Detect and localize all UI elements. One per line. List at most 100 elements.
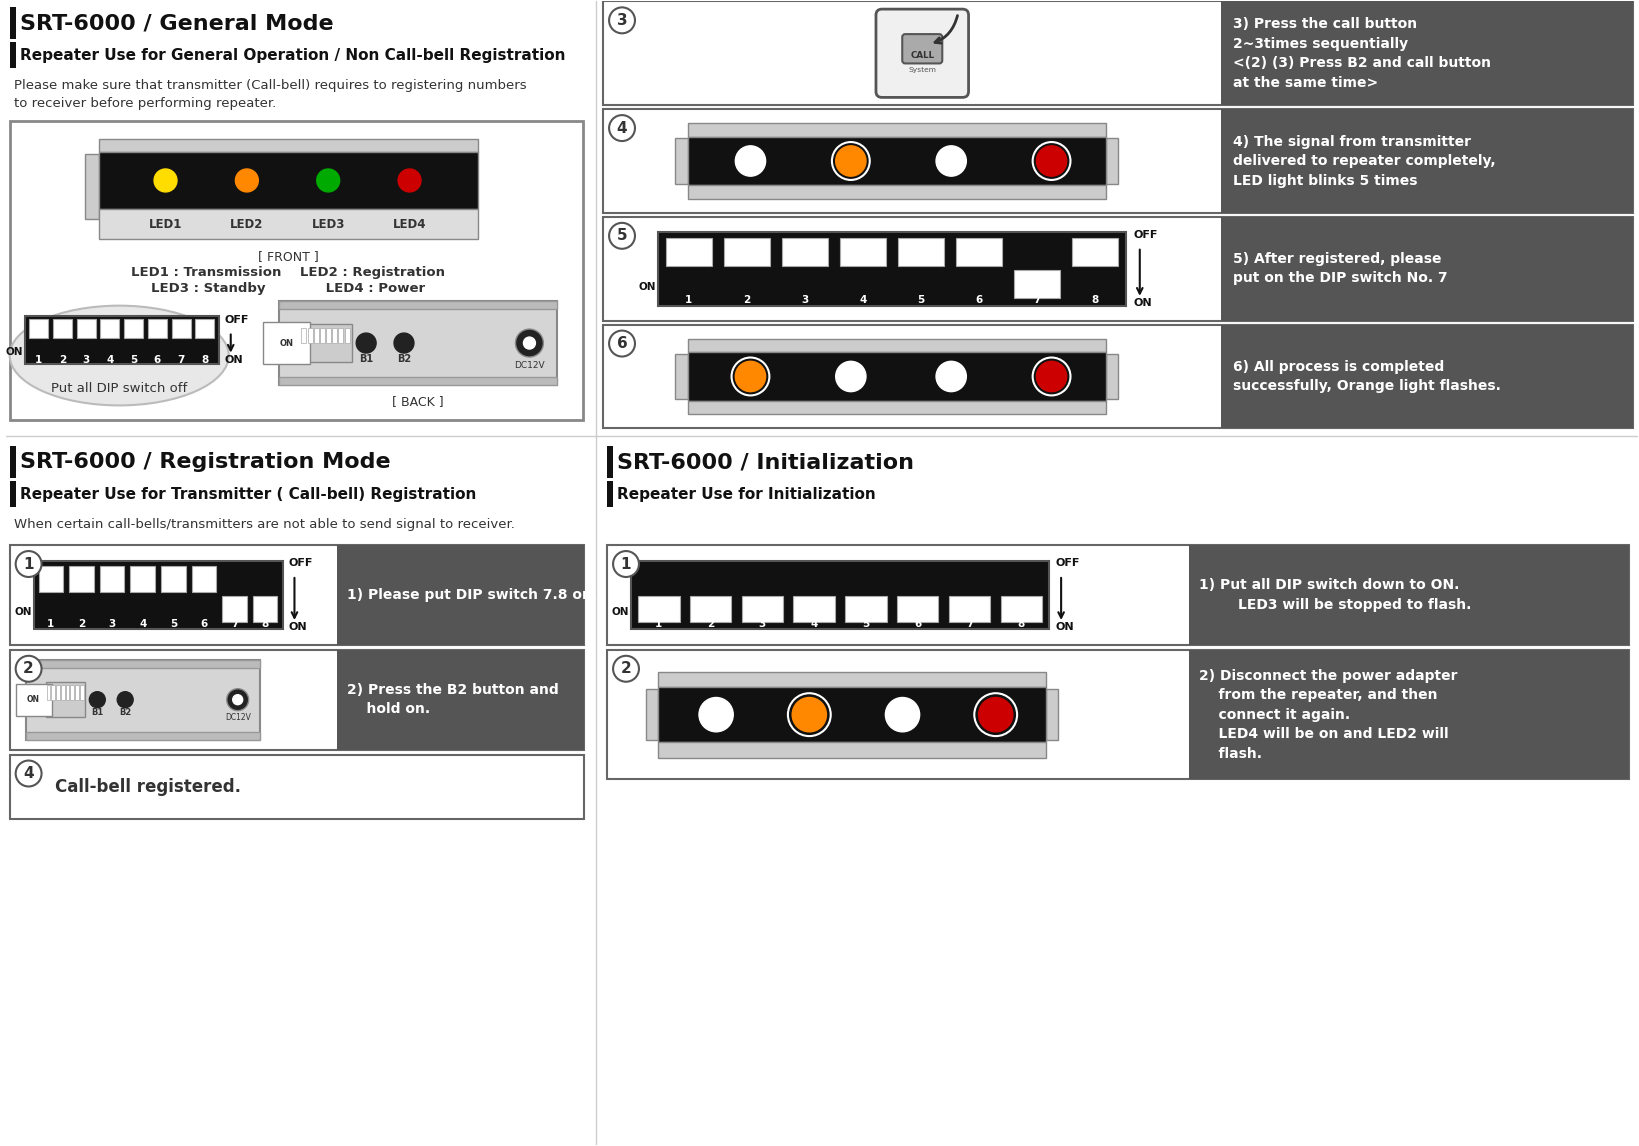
Text: When certain call-bells/transmitters are not able to send signal to receiver.: When certain call-bells/transmitters are…: [13, 518, 515, 531]
Circle shape: [885, 698, 919, 732]
Bar: [1221, 217, 1632, 321]
Text: 2: 2: [742, 296, 751, 306]
Bar: [344, 328, 349, 343]
Bar: [10, 754, 583, 819]
Bar: [665, 237, 711, 266]
Bar: [10, 7, 16, 39]
Bar: [603, 324, 1632, 429]
Text: ON: ON: [15, 607, 31, 617]
Text: OFF: OFF: [288, 558, 313, 568]
Text: 5: 5: [616, 228, 628, 243]
Text: 5: 5: [170, 619, 177, 629]
Bar: [326, 328, 331, 343]
Bar: [724, 237, 770, 266]
Bar: [131, 566, 156, 592]
Text: CALL: CALL: [910, 52, 934, 61]
Circle shape: [233, 694, 243, 705]
Text: 1) Put all DIP switch down to ON.
        LED3 will be stopped to flash.: 1) Put all DIP switch down to ON. LED3 w…: [1200, 579, 1472, 612]
Circle shape: [118, 692, 133, 708]
Circle shape: [978, 698, 1013, 732]
Text: LED3: LED3: [311, 218, 344, 230]
Text: 5: 5: [862, 619, 870, 629]
Ellipse shape: [10, 306, 229, 406]
Text: 6: 6: [200, 619, 208, 629]
Text: 1) Please put DIP switch 7.8 on.: 1) Please put DIP switch 7.8 on.: [347, 588, 597, 602]
Text: Please make sure that transmitter (Call-bell) requires to registering numbers
to: Please make sure that transmitter (Call-…: [13, 79, 526, 110]
Bar: [897, 596, 939, 622]
Text: 3: 3: [82, 355, 90, 366]
FancyBboxPatch shape: [875, 9, 969, 97]
Bar: [606, 545, 1629, 645]
Bar: [302, 328, 306, 343]
Bar: [646, 689, 657, 740]
Bar: [192, 566, 216, 592]
Bar: [100, 152, 477, 209]
Bar: [338, 545, 583, 645]
Circle shape: [90, 692, 105, 708]
Circle shape: [610, 115, 634, 141]
Bar: [1013, 270, 1060, 298]
Text: 2: 2: [79, 619, 85, 629]
Text: LED1 : Transmission    LED2 : Registration: LED1 : Transmission LED2 : Registration: [131, 266, 446, 280]
Bar: [603, 109, 1632, 213]
Text: 3: 3: [759, 619, 765, 629]
Bar: [846, 596, 887, 622]
Text: 6: 6: [616, 336, 628, 351]
Text: 1: 1: [685, 296, 693, 306]
Text: ON: ON: [5, 346, 23, 356]
Text: DC12V: DC12V: [515, 361, 544, 369]
Text: OFF: OFF: [225, 315, 249, 324]
Text: 3: 3: [616, 13, 628, 28]
Text: DC12V: DC12V: [225, 713, 251, 722]
Text: 1: 1: [23, 557, 34, 572]
Circle shape: [736, 361, 765, 392]
Text: [ FRONT ]: [ FRONT ]: [257, 250, 320, 264]
Text: 1: 1: [621, 557, 631, 572]
Bar: [603, 1, 1632, 105]
Circle shape: [516, 329, 544, 358]
Text: ON: ON: [638, 282, 656, 292]
Bar: [56, 685, 61, 700]
Text: 2: 2: [621, 661, 631, 676]
Text: SRT-6000 / Registration Mode: SRT-6000 / Registration Mode: [20, 453, 390, 472]
Circle shape: [610, 330, 634, 356]
Bar: [657, 231, 1126, 306]
Bar: [688, 352, 1106, 401]
Text: 4: 4: [616, 120, 628, 135]
Bar: [742, 596, 783, 622]
Text: Repeater Use for Initialization: Repeater Use for Initialization: [616, 487, 875, 502]
Bar: [10, 42, 16, 69]
Bar: [638, 596, 680, 622]
Text: B2: B2: [120, 708, 131, 717]
Text: 7: 7: [1033, 296, 1041, 306]
Text: 1: 1: [34, 355, 43, 366]
Circle shape: [836, 146, 865, 176]
Text: OFF: OFF: [1134, 230, 1159, 240]
Bar: [339, 328, 344, 343]
Bar: [690, 596, 731, 622]
Text: 5: 5: [129, 355, 138, 366]
Bar: [839, 237, 887, 266]
Circle shape: [736, 146, 765, 176]
Bar: [61, 685, 64, 700]
Bar: [675, 139, 688, 183]
Text: 2) Press the B2 button and
    hold on.: 2) Press the B2 button and hold on.: [347, 683, 559, 716]
Circle shape: [936, 361, 967, 392]
Text: 7: 7: [965, 619, 974, 629]
Bar: [1190, 545, 1629, 645]
Text: Call-bell registered.: Call-bell registered.: [56, 778, 241, 796]
Bar: [308, 328, 313, 343]
Text: 1: 1: [48, 619, 54, 629]
Bar: [195, 320, 215, 338]
Bar: [631, 562, 1049, 629]
Bar: [10, 481, 16, 508]
Circle shape: [226, 689, 249, 711]
Text: 8: 8: [1018, 619, 1024, 629]
Text: ON: ON: [611, 607, 629, 617]
Text: 7: 7: [231, 619, 238, 629]
Circle shape: [393, 333, 415, 353]
Bar: [333, 328, 338, 343]
Bar: [688, 136, 1106, 186]
Text: 4) The signal from transmitter
delivered to repeater completely,
LED light blink: 4) The signal from transmitter delivered…: [1233, 134, 1495, 188]
Text: B1: B1: [92, 708, 103, 717]
